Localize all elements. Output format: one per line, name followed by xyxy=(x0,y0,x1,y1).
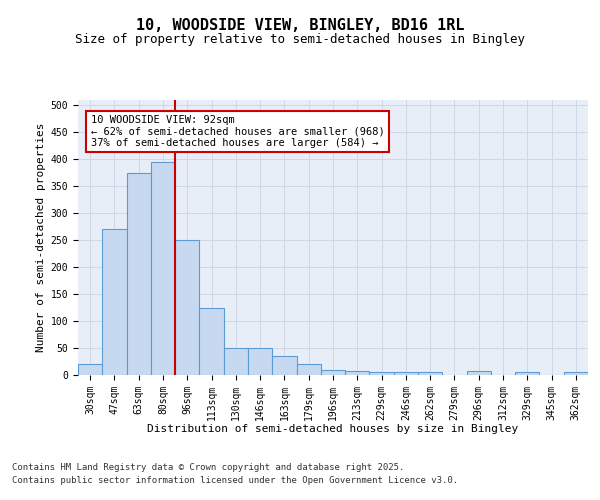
Bar xyxy=(515,372,539,375)
Text: 10, WOODSIDE VIEW, BINGLEY, BD16 1RL: 10, WOODSIDE VIEW, BINGLEY, BD16 1RL xyxy=(136,18,464,32)
Bar xyxy=(467,370,491,375)
Bar xyxy=(224,348,248,375)
Text: Contains public sector information licensed under the Open Government Licence v3: Contains public sector information licen… xyxy=(12,476,458,485)
Bar xyxy=(272,356,296,375)
Text: Contains HM Land Registry data © Crown copyright and database right 2025.: Contains HM Land Registry data © Crown c… xyxy=(12,462,404,471)
Text: 10 WOODSIDE VIEW: 92sqm
← 62% of semi-detached houses are smaller (968)
37% of s: 10 WOODSIDE VIEW: 92sqm ← 62% of semi-de… xyxy=(91,115,385,148)
X-axis label: Distribution of semi-detached houses by size in Bingley: Distribution of semi-detached houses by … xyxy=(148,424,518,434)
Bar xyxy=(175,240,199,375)
Bar xyxy=(418,372,442,375)
Text: Size of property relative to semi-detached houses in Bingley: Size of property relative to semi-detach… xyxy=(75,32,525,46)
Bar xyxy=(345,370,370,375)
Bar xyxy=(564,372,588,375)
Bar xyxy=(127,173,151,375)
Bar xyxy=(370,372,394,375)
Bar xyxy=(296,364,321,375)
Bar xyxy=(321,370,345,375)
Bar xyxy=(248,348,272,375)
Bar xyxy=(78,364,102,375)
Bar xyxy=(102,230,127,375)
Y-axis label: Number of semi-detached properties: Number of semi-detached properties xyxy=(37,122,46,352)
Bar xyxy=(394,372,418,375)
Bar xyxy=(199,308,224,375)
Bar xyxy=(151,162,175,375)
